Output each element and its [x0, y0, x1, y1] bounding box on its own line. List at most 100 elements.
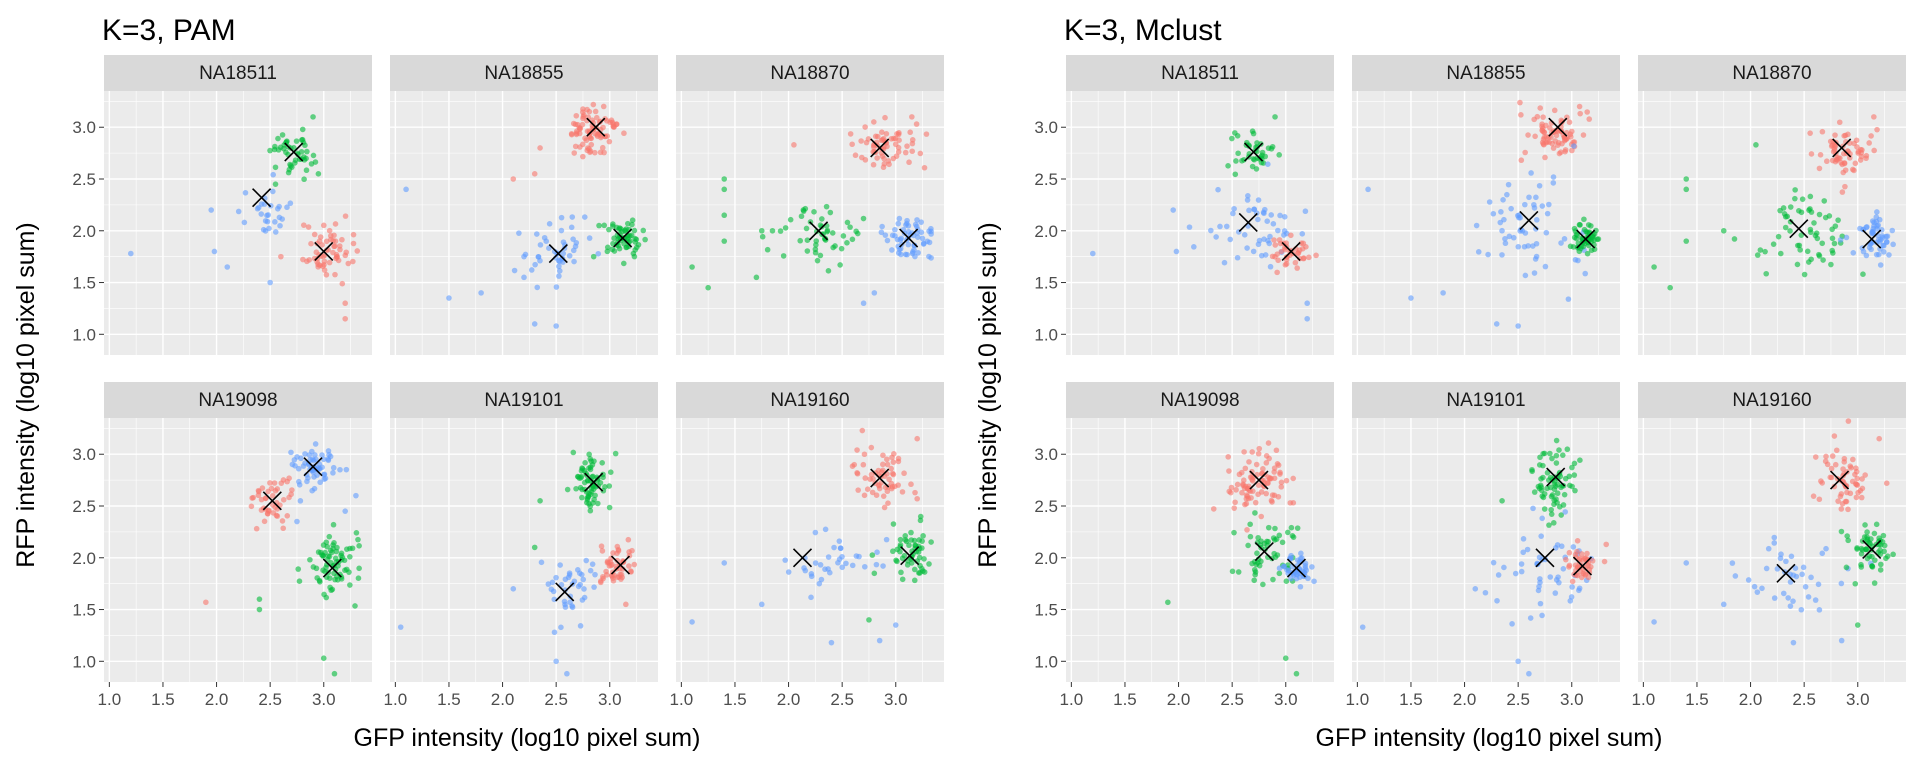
- data-point: [906, 542, 912, 549]
- centroid-stroke: [809, 221, 829, 241]
- data-point: [1508, 205, 1514, 212]
- data-point: [342, 508, 349, 514]
- data-point: [1244, 245, 1250, 251]
- data-point: [576, 570, 583, 577]
- data-point: [1295, 249, 1302, 256]
- data-point: [1550, 520, 1557, 526]
- data-point: [1873, 521, 1880, 528]
- data-point: [1304, 315, 1310, 322]
- data-point: [617, 571, 623, 578]
- x-tick-label: 1.0: [670, 690, 694, 709]
- data-point: [1277, 469, 1283, 476]
- data-point: [267, 279, 273, 286]
- y-tick-label: 3.0: [72, 118, 96, 137]
- data-point: [1247, 488, 1254, 495]
- y-tick-label: 2.0: [72, 222, 96, 241]
- data-point: [926, 239, 933, 246]
- data-point: [1290, 475, 1297, 482]
- facet-panel: NA19098 1.0 1.5 2.0 2.5 3.0 1.0 1.5 2.0 2.5 3.0: [72, 382, 372, 709]
- data-point: [1808, 151, 1815, 157]
- data-point: [317, 579, 323, 585]
- data-point: [537, 145, 543, 151]
- data-point: [1273, 536, 1280, 542]
- facet-panel: NA19160 1.0 1.5 2.0 2.5 3.0: [1632, 382, 1906, 709]
- data-point: [847, 131, 854, 137]
- data-point: [342, 315, 349, 322]
- data-point: [1252, 510, 1258, 516]
- data-point: [1822, 458, 1829, 465]
- data-point: [1807, 130, 1813, 136]
- data-point: [265, 507, 272, 514]
- data-point: [1231, 505, 1238, 511]
- data-point: [921, 164, 928, 171]
- data-point: [621, 240, 627, 247]
- data-point: [609, 119, 616, 126]
- data-point: [612, 450, 619, 457]
- centroid-marker: [586, 117, 606, 137]
- data-point: [1553, 132, 1560, 139]
- data-point: [914, 217, 920, 223]
- centroid-marker: [1244, 142, 1264, 162]
- data-point: [1847, 490, 1854, 497]
- facet-label: NA18855: [484, 63, 563, 84]
- data-point: [521, 274, 527, 281]
- data-point: [1264, 538, 1270, 545]
- panel-background: [1066, 418, 1334, 682]
- data-point: [1796, 242, 1803, 249]
- data-point: [1549, 455, 1555, 462]
- data-point: [1815, 581, 1822, 588]
- data-point: [1883, 238, 1890, 245]
- centroid-stroke: [1862, 229, 1882, 249]
- centroid-stroke: [792, 548, 813, 568]
- data-point: [884, 456, 890, 463]
- y-tick-label: 2.5: [72, 170, 96, 189]
- data-point: [1569, 464, 1575, 471]
- data-point: [621, 130, 627, 137]
- data-point: [317, 479, 323, 486]
- data-point: [332, 238, 339, 244]
- data-point: [914, 435, 920, 442]
- data-point: [1884, 233, 1891, 240]
- facet-label: NA18511: [199, 63, 277, 84]
- data-point: [1524, 546, 1531, 553]
- data-point: [1271, 465, 1278, 471]
- data-point: [902, 533, 909, 539]
- data-point: [568, 224, 575, 231]
- centroid-marker: [252, 188, 272, 208]
- data-point: [258, 507, 265, 513]
- data-point: [705, 284, 711, 291]
- data-point: [269, 492, 276, 499]
- data-point: [1884, 553, 1891, 560]
- data-point: [1810, 493, 1817, 499]
- data-point: [324, 543, 331, 550]
- data-point: [1281, 214, 1288, 220]
- data-point: [1520, 549, 1527, 556]
- data-point: [895, 149, 902, 155]
- data-point: [1547, 125, 1553, 131]
- data-point: [871, 290, 878, 296]
- data-point: [1570, 544, 1577, 550]
- data-point: [350, 231, 357, 238]
- data-point: [1515, 658, 1521, 665]
- x-tick-label: 1.5: [1399, 690, 1423, 709]
- data-point: [347, 553, 353, 560]
- data-point: [873, 561, 880, 568]
- data-point: [1495, 572, 1502, 578]
- data-point: [844, 240, 850, 246]
- data-point: [1288, 552, 1294, 559]
- data-point: [1258, 489, 1265, 495]
- data-point: [1266, 455, 1272, 462]
- data-point: [753, 274, 760, 281]
- x-tick-label: 3.0: [312, 690, 336, 709]
- centroid-marker: [1576, 229, 1596, 249]
- data-point: [1816, 496, 1823, 503]
- data-point: [546, 245, 552, 251]
- left-x-axis-title: GFP intensity (log10 pixel sum): [354, 724, 701, 752]
- data-point: [558, 227, 565, 234]
- data-point: [873, 492, 880, 498]
- data-point: [345, 260, 352, 267]
- data-point: [874, 549, 880, 555]
- data-point: [1558, 512, 1565, 518]
- data-point: [285, 169, 292, 176]
- data-point: [1720, 601, 1727, 608]
